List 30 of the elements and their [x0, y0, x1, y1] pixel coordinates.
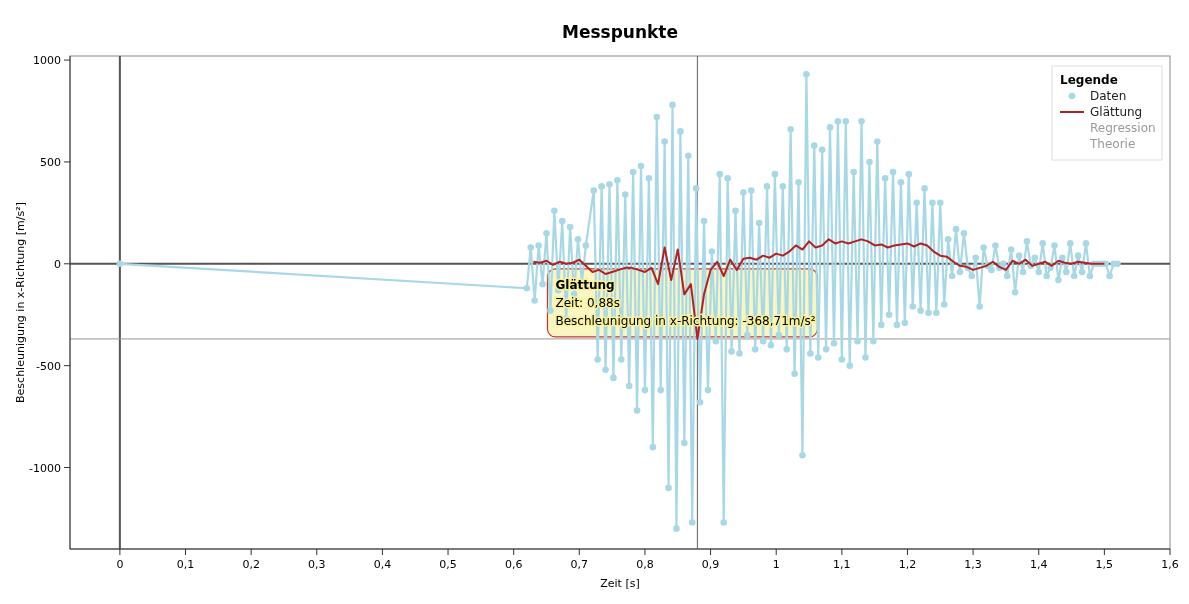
- legend-label: Theorie: [1089, 137, 1136, 151]
- x-tick-label: 0,8: [636, 558, 654, 571]
- y-tick-label: 0: [54, 257, 61, 271]
- y-tick-label: 500: [40, 155, 61, 169]
- x-tick-label: 0,3: [308, 558, 326, 571]
- x-tick-label: 1,1: [833, 558, 851, 571]
- legend-label: Daten: [1090, 89, 1127, 103]
- x-tick-label: 0,9: [701, 558, 720, 571]
- legend-label: Glättung: [1090, 105, 1143, 119]
- x-tick-label: 1,5: [1095, 558, 1114, 571]
- x-tick-label: 0,5: [439, 558, 457, 571]
- x-tick-label: 1,3: [964, 558, 982, 571]
- x-tick-label: 1,6: [1161, 558, 1179, 571]
- x-tick-label: 0,7: [570, 558, 589, 571]
- legend-title: Legende: [1060, 73, 1118, 87]
- x-tick-label: 0,4: [373, 558, 392, 571]
- y-tick-label: -1000: [29, 461, 61, 475]
- x-axis-title: Zeit [s]: [600, 577, 640, 590]
- y-tick-label: -500: [36, 359, 61, 373]
- x-tick-label: 0: [116, 558, 124, 571]
- x-tick-label: 0,1: [176, 558, 195, 571]
- chart-title: Messpunkte: [561, 22, 679, 42]
- legend-label: Regression: [1090, 121, 1156, 135]
- x-tick-label: 1: [772, 558, 780, 571]
- x-tick-label: 0,2: [242, 558, 260, 571]
- x-tick-label: 1,4: [1029, 558, 1048, 571]
- y-tick-label: 1000: [33, 54, 61, 68]
- x-tick-label: 0,6: [504, 558, 523, 571]
- y-axis-title: Beschleunigung in x-Richtung [m/s²]: [14, 202, 27, 403]
- x-tick-label: 1,2: [898, 558, 917, 571]
